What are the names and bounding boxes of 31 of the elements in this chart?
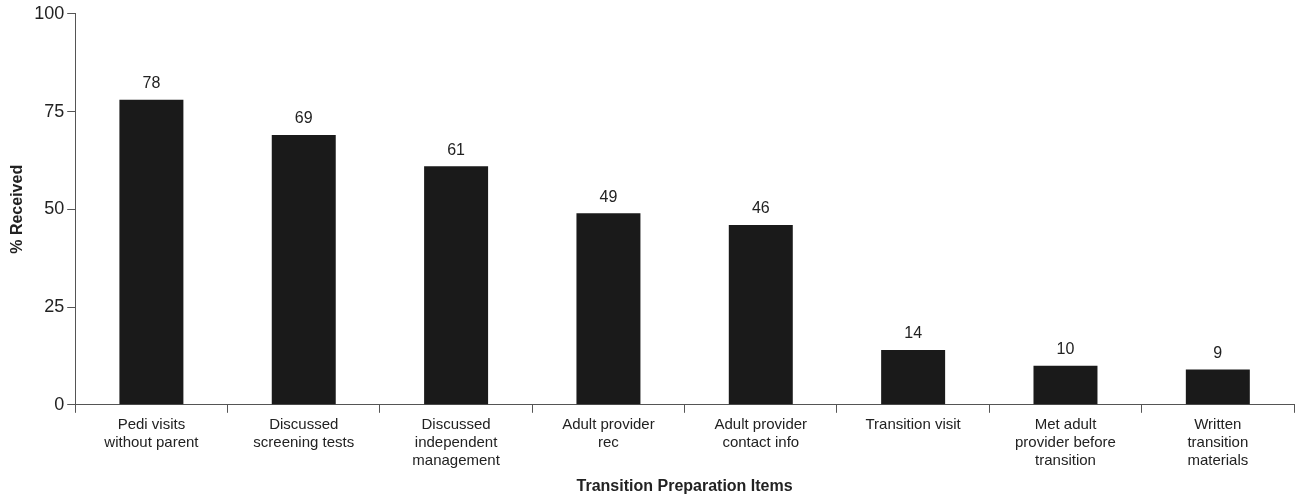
y-tick-label: 75 <box>44 100 65 121</box>
bar <box>424 166 489 405</box>
y-tick-label: 0 <box>54 393 65 414</box>
data-label: 10 <box>1056 340 1075 358</box>
data-label: 14 <box>904 324 923 342</box>
x-tick-label: Adult provider rec <box>562 414 655 450</box>
x-tick-label: Discussed independent management <box>412 414 501 468</box>
x-tick-label: Pedi visits without parent <box>103 414 200 450</box>
bar <box>119 99 184 405</box>
bar <box>1185 369 1250 405</box>
y-axis-title: % Received <box>8 164 26 254</box>
data-label: 61 <box>447 140 466 158</box>
data-label: 69 <box>294 109 313 127</box>
bar <box>728 224 793 405</box>
x-tick-label: Met adult provider before transition <box>1015 414 1116 468</box>
y-tick-label: 50 <box>44 198 65 219</box>
data-label: 78 <box>142 74 161 92</box>
bar <box>1033 365 1098 405</box>
data-label: 46 <box>751 199 770 217</box>
bar <box>881 350 946 405</box>
y-tick-label: 25 <box>44 296 65 317</box>
data-label: 9 <box>1213 344 1223 362</box>
bar <box>271 135 336 405</box>
x-tick-label: Transition visit <box>865 414 962 432</box>
bar <box>576 213 641 405</box>
data-label: 49 <box>599 187 618 205</box>
y-tick-label: 100 <box>34 2 65 23</box>
x-axis-title: Transition Preparation Items <box>576 476 793 494</box>
x-tick-label: Written transition materials <box>1187 414 1249 468</box>
x-tick-label: Adult provider contact info <box>714 414 808 450</box>
x-tick-label: Discussed screening tests <box>253 414 355 450</box>
